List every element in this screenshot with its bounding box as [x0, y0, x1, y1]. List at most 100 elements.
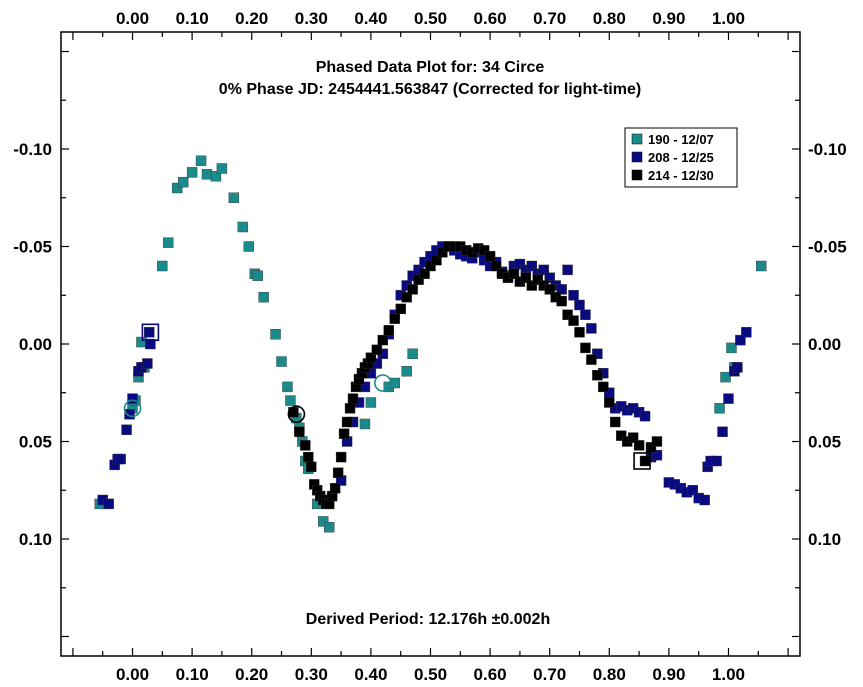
data-point-series-0 — [365, 397, 377, 408]
x-tick-labels-top: 0.00 0.10 0.20 0.30 0.40 0.50 0.60 0.70 0.80 0.90… — [116, 9, 745, 28]
x-tick-labels-bottom: 0.00 0.10 0.20 0.30 0.40 0.50 0.60 0.70 0.80 0.90… — [116, 665, 745, 684]
data-point-series-0 — [389, 377, 400, 389]
highlight-markers — [123, 323, 651, 470]
data-point-series-2 — [401, 292, 412, 303]
legend-swatch-2 — [631, 169, 643, 181]
data-point-series-0 — [177, 176, 189, 188]
data-point-series-2 — [580, 342, 591, 354]
data-point-series-2 — [425, 260, 436, 272]
data-point-series-2 — [407, 284, 418, 295]
x-tick-label-bottom: 0.50 — [414, 665, 447, 684]
y-tick-label-left: 0.00 — [19, 335, 52, 354]
data-point-series-2 — [306, 461, 317, 473]
data-point-series-0 — [216, 163, 228, 174]
period-annotation: Derived Period: 12.176h ±0.002h — [306, 611, 550, 628]
x-tick-label-top: 0.30 — [295, 9, 328, 28]
legend-box — [624, 127, 738, 188]
data-point-series-1 — [121, 424, 132, 435]
data-point-series-1 — [115, 453, 126, 465]
data-point-series-2 — [556, 295, 567, 307]
data-point-series-0 — [285, 395, 296, 406]
x-tick-label-top: 0.80 — [593, 9, 626, 28]
data-point-series-0 — [401, 366, 412, 377]
data-point-series-0 — [359, 418, 371, 430]
data-point-series-1 — [568, 290, 579, 301]
data-point-series-1 — [574, 299, 585, 311]
x-tick-label-top: 0.20 — [235, 9, 268, 28]
x-tick-label-bottom: 0.10 — [176, 665, 209, 684]
data-point-series-2 — [347, 393, 359, 404]
data-point-series-2 — [616, 430, 627, 441]
data-point-series-1 — [562, 264, 573, 276]
data-point-series-2 — [431, 254, 442, 266]
data-point-series-2 — [300, 440, 311, 451]
data-point-series-0 — [237, 221, 248, 233]
data-point-series-2 — [508, 268, 520, 279]
data-point-series-0 — [252, 270, 263, 281]
legend-swatch-1 — [631, 151, 643, 163]
y-tick-label-right: 0.00 — [808, 335, 841, 354]
y-tick-label-left: 0.05 — [19, 433, 52, 452]
data-point-series-1 — [687, 485, 698, 496]
data-point-series-1 — [586, 323, 597, 334]
x-tick-label-top: 0.10 — [176, 9, 209, 28]
data-point-series-0 — [201, 169, 213, 180]
data-point-series-1 — [544, 272, 555, 283]
legend-swatch-0 — [631, 133, 643, 145]
y-tick-label-right: -0.10 — [808, 140, 847, 159]
y-tick-label-right: 0.10 — [808, 530, 841, 549]
data-point-series-1 — [514, 258, 526, 270]
plot-frame — [60, 31, 801, 657]
data-point-series-2 — [610, 416, 621, 428]
x-tick-label-bottom: 1.00 — [712, 665, 745, 684]
data-point-series-0 — [726, 342, 737, 354]
data-point-series-2 — [371, 344, 383, 356]
x-tick-label-bottom: 0.60 — [474, 665, 507, 684]
data-point-series-1 — [732, 362, 743, 373]
data-point-series-1 — [103, 498, 114, 510]
data-point-series-0 — [407, 348, 418, 359]
data-point-series-2 — [586, 354, 597, 365]
x-tick-label-bottom: 0.30 — [295, 665, 328, 684]
legend-label-1: 208 - 12/25 — [648, 150, 714, 165]
data-point-series-0 — [258, 292, 269, 303]
data-point-series-0 — [323, 522, 335, 533]
legend: 190 - 12/07 208 - 12/25 214 - 12/30 — [624, 127, 738, 188]
x-tick-label-bottom: 0.00 — [116, 665, 149, 684]
data-point-series-1 — [526, 260, 538, 272]
data-point-series-1 — [556, 284, 567, 295]
data-point-series-1 — [699, 494, 710, 506]
data-point-series-2 — [633, 440, 645, 451]
y-tick-labels-right: -0.10 -0.05 0.00 0.05 0.10 — [808, 140, 847, 549]
data-point-series-2 — [335, 451, 347, 463]
data-point-series-0 — [276, 356, 287, 367]
x-tick-label-top: 0.40 — [354, 9, 387, 28]
x-tick-label-bottom: 0.20 — [235, 665, 268, 684]
y-tick-labels-left: -0.10 -0.05 0.00 0.05 0.10 — [13, 140, 52, 549]
data-point-series-0 — [318, 516, 329, 527]
y-tick-label-right: 0.05 — [808, 433, 841, 452]
x-tick-label-top: 0.50 — [414, 9, 447, 28]
data-point-series-2 — [604, 397, 615, 408]
x-tick-label-top: 0.70 — [533, 9, 566, 28]
data-point-series-2 — [562, 309, 573, 320]
data-points — [94, 155, 767, 533]
circled-point-series-2 — [287, 405, 306, 424]
y-tick-label-right: -0.05 — [808, 238, 847, 257]
data-point-series-2 — [478, 245, 490, 256]
data-point-series-0 — [157, 260, 168, 272]
data-point-series-1 — [651, 449, 663, 461]
data-point-series-2 — [651, 436, 663, 447]
data-point-series-1 — [711, 455, 722, 467]
data-point-series-2 — [365, 352, 377, 363]
data-point-series-0 — [186, 167, 198, 178]
data-point-series-2 — [568, 315, 579, 326]
data-point-series-1 — [741, 327, 752, 338]
legend-label-2: 214 - 12/30 — [648, 168, 714, 183]
data-point-series-1 — [145, 338, 156, 350]
data-point-series-1 — [144, 327, 155, 338]
axis-ticks — [61, 32, 800, 656]
data-point-series-2 — [341, 416, 353, 428]
data-point-series-2 — [639, 455, 651, 467]
